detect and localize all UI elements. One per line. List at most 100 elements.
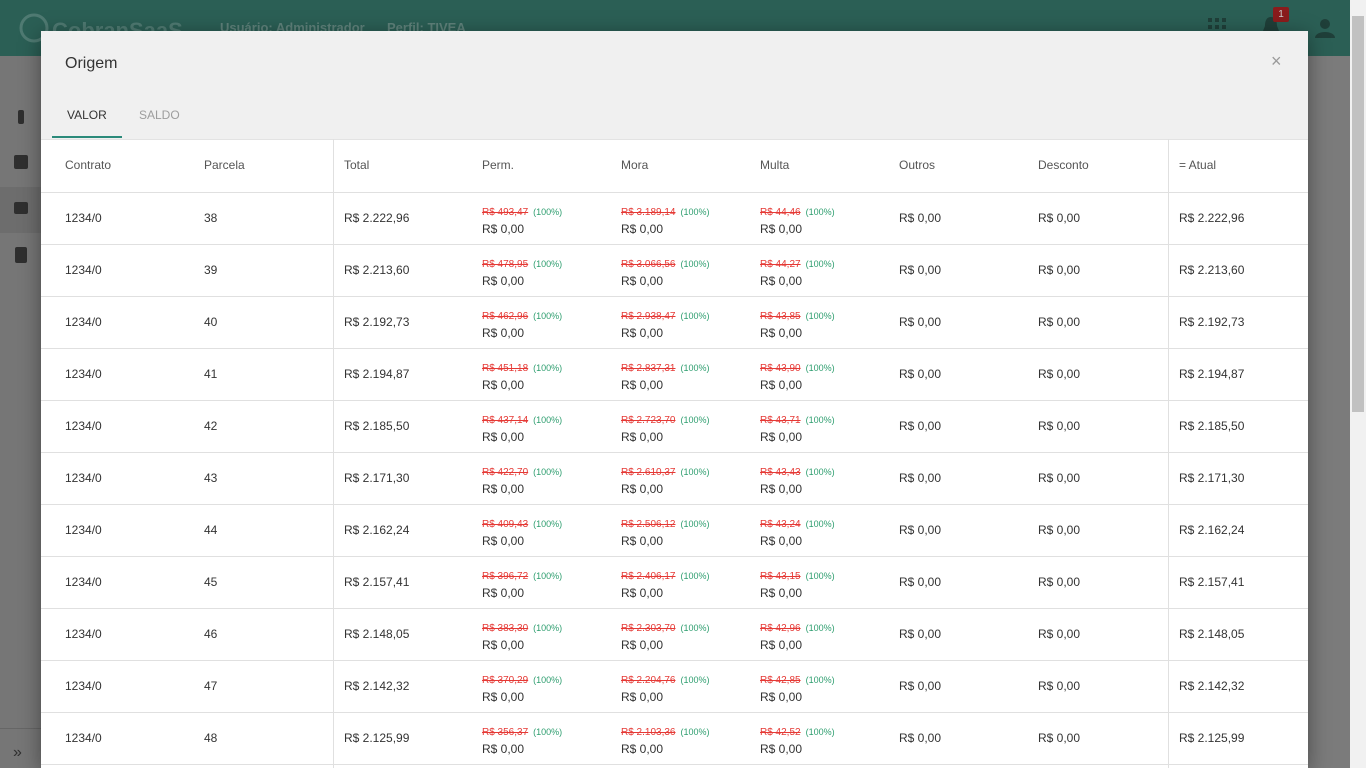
charge-cell: R$ 383,30 (100%) R$ 0,00 bbox=[482, 618, 562, 652]
badge: 1 bbox=[1273, 7, 1289, 22]
cell: R$ 2.148,05 bbox=[1179, 627, 1245, 641]
new-value: R$ 0,00 bbox=[482, 222, 525, 236]
original-charge: R$ 42,85 (100%) bbox=[760, 670, 835, 688]
charge-cell: R$ 2.938,47 (100%) R$ 0,00 bbox=[621, 306, 710, 340]
original-charge: R$ 462,96 (100%) bbox=[482, 306, 562, 324]
cell: R$ 0,00 bbox=[1038, 367, 1081, 381]
charge-cell: R$ 422,70 (100%) R$ 0,00 bbox=[482, 462, 562, 496]
charge-cell: R$ 43,90 (100%) R$ 0,00 bbox=[760, 358, 835, 392]
old-value: R$ 2.938,47 bbox=[621, 311, 676, 322]
cell: 46 bbox=[204, 627, 218, 641]
original-charge: R$ 437,14 (100%) bbox=[482, 410, 562, 428]
tab[interactable]: SALDO bbox=[139, 108, 180, 122]
old-value: R$ 2.303,70 bbox=[621, 623, 676, 634]
discount-percent: (100%) bbox=[680, 623, 710, 633]
discount-percent: (100%) bbox=[680, 727, 710, 737]
column-header: Desconto bbox=[1038, 158, 1089, 172]
cell: R$ 2.194,87 bbox=[344, 367, 410, 381]
new-value: R$ 0,00 bbox=[621, 534, 664, 548]
scroll-thumb[interactable] bbox=[1352, 16, 1364, 412]
original-charge: R$ 43,43 (100%) bbox=[760, 462, 835, 480]
charge-cell: R$ 478,95 (100%) R$ 0,00 bbox=[482, 254, 562, 288]
old-value: R$ 409,43 bbox=[482, 519, 529, 530]
charge-cell: R$ 44,46 (100%) R$ 0,00 bbox=[760, 202, 835, 236]
cell: R$ 0,00 bbox=[1038, 471, 1081, 485]
old-value: R$ 383,30 bbox=[482, 623, 529, 634]
charge-cell: R$ 44,27 (100%) R$ 0,00 bbox=[760, 254, 835, 288]
cell: R$ 0,00 bbox=[1038, 627, 1081, 641]
cell: R$ 2.157,41 bbox=[1179, 575, 1245, 589]
original-charge: R$ 2.837,31 (100%) bbox=[621, 358, 710, 376]
new-value: R$ 0,00 bbox=[621, 482, 664, 496]
nav-icon[interactable] bbox=[14, 155, 28, 169]
charge-cell: R$ 2.303,70 (100%) R$ 0,00 bbox=[621, 618, 710, 652]
old-value: R$ 437,14 bbox=[482, 415, 529, 426]
cell: R$ 2.185,50 bbox=[344, 419, 410, 433]
cell: R$ 0,00 bbox=[1038, 419, 1081, 433]
row-divider bbox=[41, 608, 1308, 609]
discount-percent: (100%) bbox=[533, 571, 563, 581]
old-value: R$ 44,27 bbox=[760, 259, 801, 270]
charge-cell: R$ 437,14 (100%) R$ 0,00 bbox=[482, 410, 562, 444]
new-value: R$ 0,00 bbox=[760, 326, 803, 340]
cell: R$ 0,00 bbox=[899, 575, 942, 589]
new-value: R$ 0,00 bbox=[760, 482, 803, 496]
discount-percent: (100%) bbox=[805, 571, 835, 581]
cell: R$ 2.171,30 bbox=[1179, 471, 1245, 485]
charge-cell: R$ 3.189,14 (100%) R$ 0,00 bbox=[621, 202, 710, 236]
cell: 1234/0 bbox=[65, 263, 102, 277]
row-divider bbox=[41, 452, 1308, 453]
charge-cell: R$ 43,71 (100%) R$ 0,00 bbox=[760, 410, 835, 444]
original-charge: R$ 422,70 (100%) bbox=[482, 462, 562, 480]
cell: R$ 0,00 bbox=[899, 211, 942, 225]
expand-icon[interactable]: » bbox=[13, 744, 22, 761]
original-charge: R$ 2.103,36 (100%) bbox=[621, 722, 710, 740]
cell: R$ 2.142,32 bbox=[1179, 679, 1245, 693]
new-value: R$ 0,00 bbox=[760, 690, 803, 704]
charge-cell: R$ 2.406,17 (100%) R$ 0,00 bbox=[621, 566, 710, 600]
cell: R$ 2.213,60 bbox=[344, 263, 410, 277]
row-divider bbox=[41, 556, 1308, 557]
column-header: Outros bbox=[899, 158, 936, 172]
charge-cell: R$ 43,43 (100%) R$ 0,00 bbox=[760, 462, 835, 496]
old-value: R$ 43,15 bbox=[760, 571, 801, 582]
nav-icon[interactable] bbox=[14, 202, 28, 214]
original-charge: R$ 383,30 (100%) bbox=[482, 618, 562, 636]
cell: R$ 0,00 bbox=[899, 523, 942, 537]
nav-icon[interactable] bbox=[18, 110, 24, 124]
discount-percent: (100%) bbox=[680, 363, 710, 373]
nav-icon[interactable] bbox=[15, 247, 27, 263]
divider bbox=[0, 728, 41, 729]
table: Contrato Parcela Total Perm. Mora Multa Outros… bbox=[41, 139, 1308, 768]
discount-percent: (100%) bbox=[680, 519, 710, 529]
discount-percent: (100%) bbox=[533, 727, 563, 737]
discount-percent: (100%) bbox=[805, 675, 835, 685]
original-charge: R$ 2.506,12 (100%) bbox=[621, 514, 710, 532]
cell: 1234/0 bbox=[65, 731, 102, 745]
cell: R$ 0,00 bbox=[899, 731, 942, 745]
close-button[interactable]: × bbox=[1271, 51, 1282, 71]
original-charge: R$ 396,72 (100%) bbox=[482, 566, 562, 584]
original-charge: R$ 44,46 (100%) bbox=[760, 202, 835, 220]
discount-percent: (100%) bbox=[533, 467, 563, 477]
new-value: R$ 0,00 bbox=[621, 430, 664, 444]
discount-percent: (100%) bbox=[533, 675, 563, 685]
original-charge: R$ 43,15 (100%) bbox=[760, 566, 835, 584]
new-value: R$ 0,00 bbox=[760, 274, 803, 288]
new-value: R$ 0,00 bbox=[621, 586, 664, 600]
new-value: R$ 0,00 bbox=[482, 430, 525, 444]
cell: R$ 0,00 bbox=[899, 263, 942, 277]
charge-cell: R$ 396,72 (100%) R$ 0,00 bbox=[482, 566, 562, 600]
old-value: R$ 493,47 bbox=[482, 207, 529, 218]
charge-cell: R$ 42,85 (100%) R$ 0,00 bbox=[760, 670, 835, 704]
user-icon[interactable] bbox=[1315, 18, 1335, 38]
tab[interactable]: VALOR bbox=[67, 108, 107, 122]
charge-cell: R$ 462,96 (100%) R$ 0,00 bbox=[482, 306, 562, 340]
charge-cell: R$ 2.723,70 (100%) R$ 0,00 bbox=[621, 410, 710, 444]
old-value: R$ 42,85 bbox=[760, 675, 801, 686]
new-value: R$ 0,00 bbox=[760, 430, 803, 444]
old-value: R$ 451,18 bbox=[482, 363, 529, 374]
new-value: R$ 0,00 bbox=[482, 690, 525, 704]
cell: 41 bbox=[204, 367, 218, 381]
new-value: R$ 0,00 bbox=[482, 326, 525, 340]
